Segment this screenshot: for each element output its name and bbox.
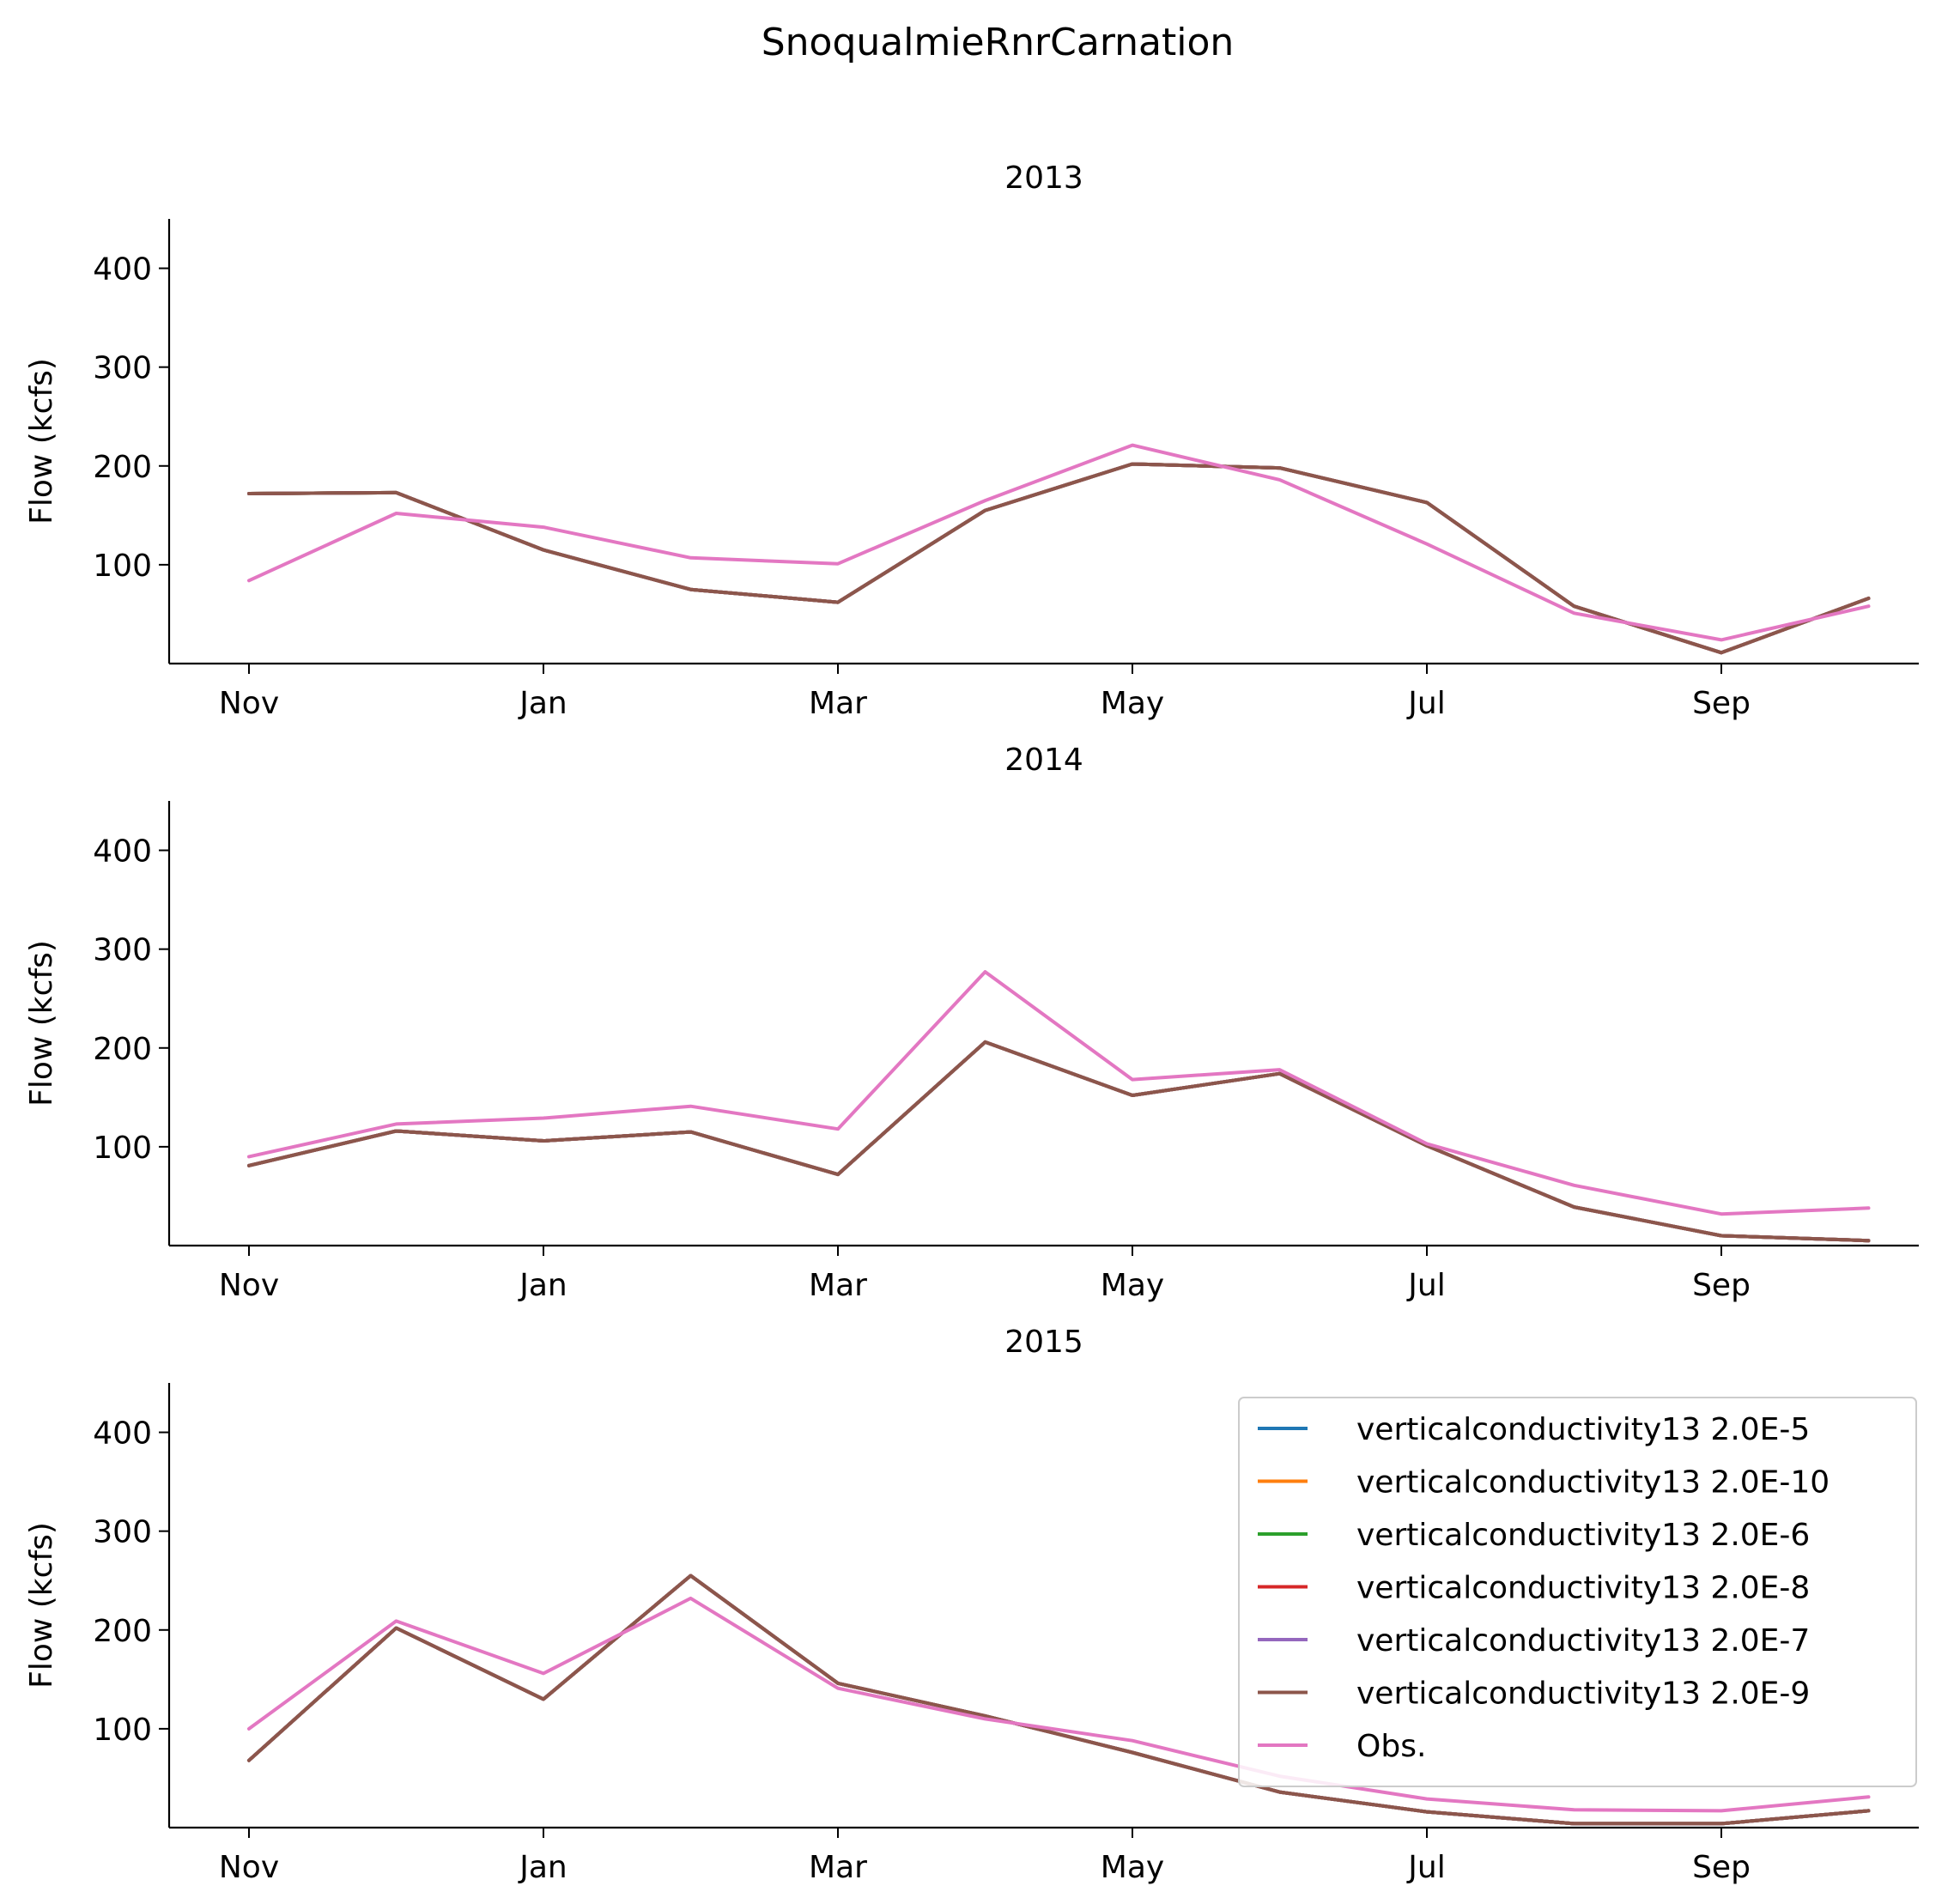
y-tick-label: 300	[93, 933, 152, 968]
legend-label: Obs.	[1356, 1729, 1426, 1764]
legend: verticalconductivity13 2.0E-5 verticalcon…	[1238, 1397, 1917, 1787]
legend-label: verticalconductivity13 2.0E-7	[1356, 1623, 1810, 1658]
x-tick-label: Mar	[809, 686, 867, 721]
legend-label: verticalconductivity13 2.0E-6	[1356, 1518, 1810, 1553]
y-tick-label: 300	[93, 351, 152, 386]
x-tick-label: Jul	[1406, 1268, 1445, 1303]
y-tick-label: 100	[93, 549, 152, 584]
series-line	[247, 462, 1871, 655]
series-line	[247, 443, 1871, 642]
x-tick-label: Nov	[219, 686, 279, 721]
x-tick-label: Jul	[1406, 1850, 1445, 1885]
legend-label: verticalconductivity13 2.0E-5	[1356, 1412, 1810, 1447]
series-line	[247, 1596, 1871, 1813]
x-tick-label: Sep	[1692, 686, 1751, 721]
x-tick-label: Jul	[1406, 686, 1445, 721]
panel-title: 2015	[1004, 1325, 1083, 1360]
y-tick-label: 200	[93, 450, 152, 485]
y-axis-label: Flow (kcfs)	[24, 940, 59, 1107]
y-tick-label: 400	[93, 1416, 152, 1452]
panel-2014: 2014 100 200 300 400 Nov Jan Mar May Jul Sep Flow (…	[24, 743, 1919, 1303]
x-tick-label: Jan	[518, 686, 567, 721]
series-line	[247, 970, 1871, 1216]
x-tick-label: Jan	[518, 1850, 567, 1885]
x-tick-label: Sep	[1692, 1268, 1751, 1303]
x-tick-label: May	[1101, 1850, 1164, 1885]
y-tick-label: 400	[93, 834, 152, 870]
x-tick-label: Jan	[518, 1268, 567, 1303]
y-tick-label: 200	[93, 1614, 152, 1649]
x-tick-label: May	[1101, 1268, 1164, 1303]
legend-label: verticalconductivity13 2.0E-9	[1356, 1677, 1810, 1712]
series-line	[247, 1574, 1871, 1826]
y-tick-label: 100	[93, 1131, 152, 1166]
y-tick-label: 300	[93, 1515, 152, 1550]
y-axis-label: Flow (kcfs)	[24, 1522, 59, 1689]
y-axis-label: Flow (kcfs)	[24, 358, 59, 525]
legend-label: verticalconductivity13 2.0E-8	[1356, 1571, 1810, 1606]
x-tick-label: Mar	[809, 1268, 867, 1303]
panel-2013: 2013 100 200 300 400 Nov Jan Mar May Jul Sep Flow (…	[24, 161, 1919, 721]
x-tick-label: Nov	[219, 1850, 279, 1885]
y-tick-label: 200	[93, 1032, 152, 1067]
y-tick-label: 100	[93, 1713, 152, 1748]
x-tick-label: Nov	[219, 1268, 279, 1303]
legend-box	[1238, 1397, 1917, 1787]
y-tick-label: 400	[93, 252, 152, 288]
legend-label: verticalconductivity13 2.0E-10	[1356, 1465, 1830, 1501]
panels: 2013 100 200 300 400 Nov Jan Mar May Jul Sep Flow (…	[24, 161, 1919, 1885]
panel-title: 2014	[1004, 743, 1083, 778]
x-tick-label: Sep	[1692, 1850, 1751, 1885]
series-line	[247, 1040, 1871, 1243]
panel-title: 2013	[1004, 161, 1083, 196]
figure-title: SnoqualmieRnrCarnation	[762, 21, 1235, 64]
panel-2015: 2015 100 200 300 400 Nov Jan Mar May Jul Sep Flow (…	[24, 1325, 1919, 1885]
x-tick-label: Mar	[809, 1850, 867, 1885]
x-tick-label: May	[1101, 686, 1164, 721]
